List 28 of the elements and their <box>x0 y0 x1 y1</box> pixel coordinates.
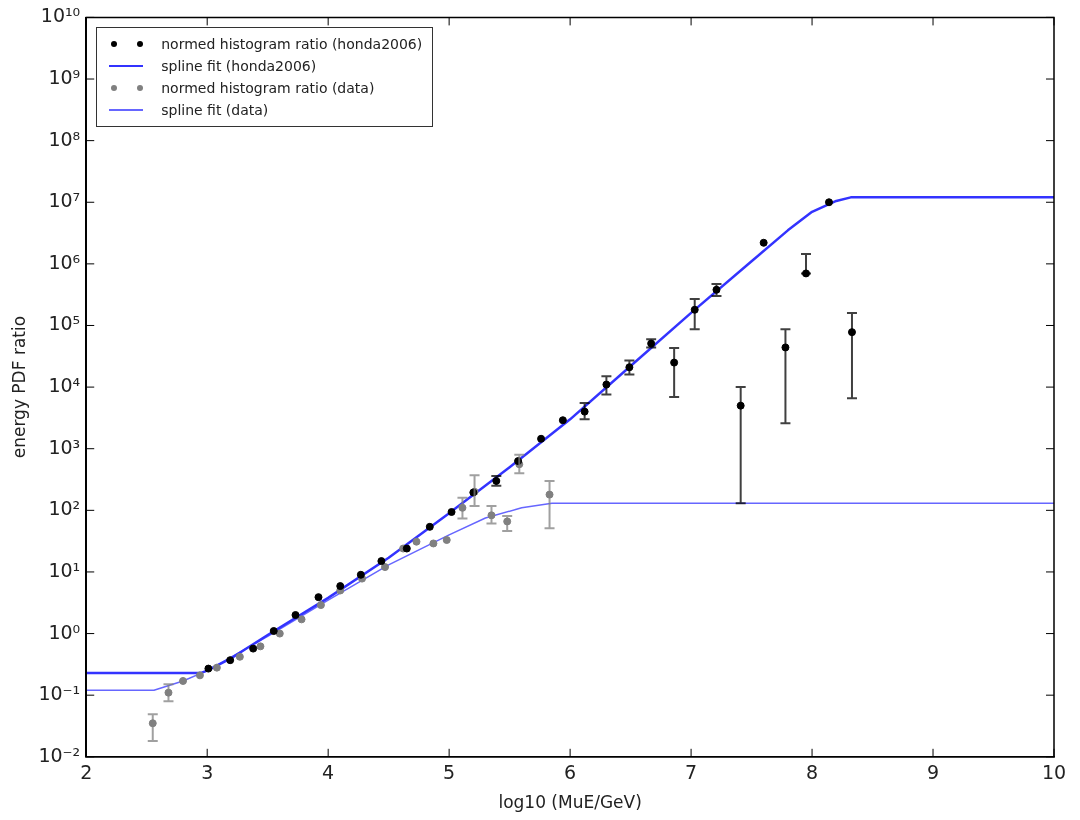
x-axis-title: log10 (MuE/GeV) <box>498 792 642 813</box>
y-tick-label: 10³ <box>48 435 81 458</box>
y-tick-label: 10⁶ <box>48 250 81 273</box>
y-tick-label: 10⁸ <box>48 127 81 150</box>
y-tick-label: 10⁷ <box>48 189 81 212</box>
x-tick-label: 8 <box>806 761 819 784</box>
y-tick-label: 10² <box>48 497 81 520</box>
x-tick-label: 7 <box>685 761 698 784</box>
x-tick-label: 5 <box>443 761 456 784</box>
y-tick-label: 10⁰ <box>48 620 81 643</box>
legend-label: normed histogram ratio (honda2006) <box>161 36 423 53</box>
y-tick-label: 10⁹ <box>48 65 81 88</box>
x-tick-label: 6 <box>564 761 577 784</box>
legend-label: normed histogram ratio (data) <box>161 80 375 97</box>
legend-label: spline fit (data) <box>161 102 269 119</box>
y-tick-label: 10⁻¹ <box>38 682 81 705</box>
x-tick-label: 9 <box>926 761 940 784</box>
y-tick-label: 10⁻² <box>38 743 81 766</box>
x-tick-label: 3 <box>201 761 214 784</box>
y-tick-label: 10¹ <box>48 558 81 581</box>
x-tick-label: 2 <box>80 761 93 784</box>
y-axis-title: energy PDF ratio <box>8 315 29 459</box>
y-tick-label: 10⁵ <box>48 312 81 335</box>
y-tick-label: 10⁴ <box>48 374 81 397</box>
legend-label: spline fit (honda2006) <box>161 58 317 75</box>
y-tick-label: 10¹⁰ <box>40 4 81 27</box>
x-tick-label: 10 <box>1041 761 1067 784</box>
x-tick-label: 4 <box>322 761 335 784</box>
